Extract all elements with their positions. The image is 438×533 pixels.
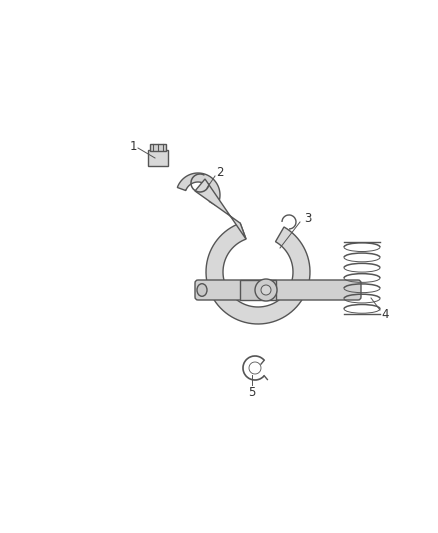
Polygon shape xyxy=(206,223,310,324)
Text: 5: 5 xyxy=(248,385,256,399)
Text: 4: 4 xyxy=(381,308,389,320)
FancyBboxPatch shape xyxy=(195,280,361,300)
Text: 3: 3 xyxy=(304,213,312,225)
Text: 1: 1 xyxy=(129,140,137,152)
Polygon shape xyxy=(195,179,246,239)
Text: 2: 2 xyxy=(216,166,224,180)
Ellipse shape xyxy=(197,284,207,296)
Circle shape xyxy=(261,285,271,295)
Bar xyxy=(148,150,168,166)
Bar xyxy=(150,144,166,151)
Polygon shape xyxy=(177,173,220,206)
Circle shape xyxy=(255,279,277,301)
Bar xyxy=(240,280,276,300)
